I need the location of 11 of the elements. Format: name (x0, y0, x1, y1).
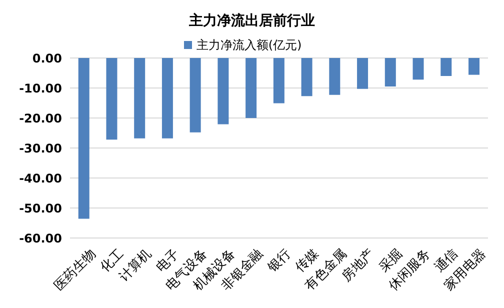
chart-title: 主力净流出居前行业 (188, 12, 316, 30)
x-tick-label: 银行 (264, 246, 294, 276)
y-tick-label: -60.00 (19, 231, 62, 246)
x-tick-label: 医药生物 (52, 246, 99, 294)
y-tick-label: -50.00 (19, 201, 62, 216)
y-tick-label: -40.00 (19, 171, 62, 186)
y-tick-label: 0.00 (32, 51, 62, 66)
y-tick-label: -20.00 (19, 111, 62, 126)
y-tick-label: -30.00 (19, 141, 62, 156)
y-tick-label: -10.00 (19, 81, 62, 96)
legend-label: 主力净流入额(亿元) (196, 38, 302, 52)
